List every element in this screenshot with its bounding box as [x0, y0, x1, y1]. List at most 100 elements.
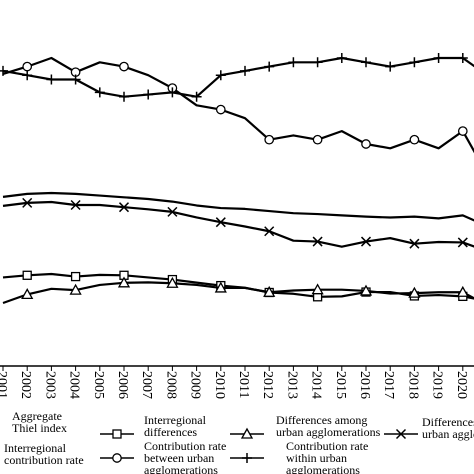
data-point-among: [21, 288, 34, 300]
data-point-cr_within: [22, 70, 33, 81]
legend-label-cr-between-line: between urban: [144, 451, 214, 465]
data-point-among: [214, 281, 227, 293]
legend-label-among-line: urban agglomerations: [276, 425, 381, 439]
legend-sample-cr-between-marker: [112, 453, 122, 463]
data-point-cr_within: [167, 87, 178, 98]
data-point-within: [22, 197, 33, 208]
data-point-within: [215, 217, 226, 228]
data-point-cr_within: [143, 89, 154, 100]
series-cr_within: [0, 53, 474, 102]
data-point-among: [117, 276, 131, 288]
data-point-cr_within: [46, 74, 57, 85]
legend-label-ir-contribution: Interregional contribution rate: [4, 441, 84, 467]
data-point-among: [69, 283, 82, 295]
x-tick-label: 2014: [309, 371, 324, 399]
legend-label-among: Differences among urban agglomerations: [276, 413, 381, 439]
series-line-among: [2, 281, 474, 305]
legend-label-interregional: Interregional differences: [144, 413, 207, 439]
data-point-within: [167, 206, 178, 217]
legend-label-cr-within: Contribution rate within urban agglomerati…: [286, 439, 368, 474]
series-line-cr_between: [2, 56, 474, 154]
data-point-cr_within: [336, 53, 347, 63]
data-point-within: [409, 238, 420, 249]
x-tick-label: 2007: [139, 371, 154, 399]
legend-sample-cr-within-marker: [242, 453, 252, 463]
legend-label-ir-contribution-line: Interregional: [4, 441, 67, 455]
data-point-cr_within: [70, 74, 81, 85]
legend-label-within-line: urban agglo: [422, 427, 474, 441]
legend-label-within-line: Differences: [422, 415, 474, 429]
data-point-cr_between: [312, 134, 323, 145]
data-point-within: [360, 236, 372, 247]
data-point-among: [456, 285, 469, 297]
data-point-cr_between: [215, 104, 226, 115]
legend-label-aggregate-line: Thiel index: [12, 421, 67, 435]
legend-sample-interregional-marker: [112, 429, 122, 439]
data-point-cr_within: [119, 91, 129, 102]
legend-label-cr-within-line: within urban: [286, 451, 347, 465]
data-point-cr_between: [22, 61, 33, 72]
x-tick-label: 2019: [430, 371, 445, 399]
data-point-interregional: [22, 270, 32, 280]
x-tick-label: 2015: [333, 371, 348, 399]
data-point-within: [118, 202, 130, 213]
series-line-within: [2, 200, 474, 248]
data-point-cr_within: [385, 61, 396, 72]
legend-label-cr-between-line: agglomerations: [144, 463, 218, 474]
legend-label-within: Differences urban agglo: [422, 415, 474, 441]
data-point-cr_between: [409, 134, 420, 145]
data-point-cr_within: [433, 53, 444, 63]
x-tick-label: 2016: [357, 371, 372, 399]
data-point-cr_between: [361, 139, 371, 149]
x-tick-label: 2008: [163, 371, 178, 399]
data-point-within: [70, 199, 81, 211]
x-tick-label: 2010: [212, 371, 227, 399]
legend-label-ir-contribution-line: contribution rate: [4, 453, 84, 467]
x-tick-label: 2003: [42, 371, 57, 399]
data-point-cr_between: [119, 61, 129, 72]
series-line-aggregate: [2, 191, 474, 222]
data-point-among: [311, 283, 324, 295]
legend-label-cr-between-line: Contribution rate: [144, 439, 226, 453]
data-point-cr_between: [264, 134, 275, 145]
data-point-cr_within: [215, 70, 226, 81]
data-point-cr_within: [457, 53, 468, 63]
x-tick-label: 2017: [381, 371, 396, 399]
legend-label-aggregate-line: Aggregate: [12, 409, 62, 423]
legend-label-aggregate: Aggregate Thiel index: [12, 409, 67, 435]
data-point-among: [166, 276, 179, 288]
series-interregional: [2, 270, 474, 302]
legend-label-among-line: Differences among: [276, 413, 367, 427]
series-aggregate: [2, 191, 474, 222]
x-tick-label: 2018: [405, 371, 420, 399]
series-line-cr_within: [2, 56, 474, 98]
x-tick-label: 2001: [0, 371, 9, 399]
data-point-among: [359, 284, 373, 296]
legend-label-interregional-line: Interregional: [144, 413, 207, 427]
data-point-cr_within: [240, 65, 250, 76]
x-tick-label: 2006: [115, 371, 130, 399]
data-point-cr_within: [191, 91, 202, 102]
data-point-cr_between: [457, 126, 468, 136]
data-point-among: [408, 286, 421, 298]
legend-label-cr-within-line: Contribution rate: [286, 439, 368, 453]
series-cr_between: [2, 56, 474, 154]
series-within: [2, 197, 474, 249]
x-tick-label: 2005: [91, 371, 106, 399]
legend-label-cr-between: Contribution rate between urban agglomerat…: [144, 439, 226, 474]
legend-label-interregional-line: differences: [144, 425, 197, 439]
legend-label-cr-within-line: agglomerations: [286, 463, 360, 474]
legend-sample-within-marker: [395, 428, 407, 440]
x-tick-label: 2012: [260, 371, 275, 399]
data-point-cr_within: [361, 57, 371, 68]
series-among: [2, 276, 474, 305]
data-point-cr_within: [312, 57, 323, 68]
x-tick-label: 2004: [67, 371, 82, 399]
data-point-within: [457, 237, 468, 248]
x-tick-label: 2009: [188, 371, 203, 399]
data-point-cr_within: [94, 87, 105, 98]
x-tick-label: 2020: [454, 371, 469, 399]
legend-sample-among-marker: [240, 427, 254, 439]
data-point-cr_within: [264, 61, 275, 72]
